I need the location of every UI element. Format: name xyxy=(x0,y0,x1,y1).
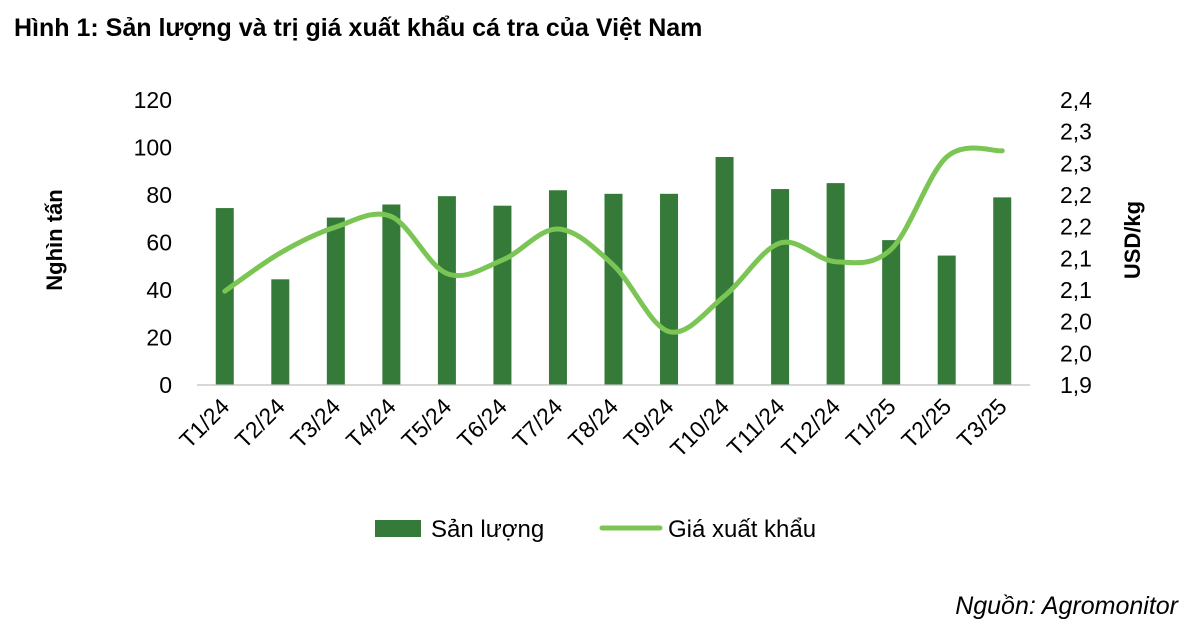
y-axis-title: Nghìn tấn xyxy=(42,189,67,290)
x-tick-label: T5/24 xyxy=(396,393,456,453)
x-tick-label: T7/24 xyxy=(508,393,568,453)
y2-tick-label: 2,3 xyxy=(1060,119,1092,145)
x-tick-label: T10/24 xyxy=(665,393,734,462)
legend-bar-swatch xyxy=(375,520,421,537)
bar xyxy=(326,217,345,385)
x-tick-label: T8/24 xyxy=(563,393,623,453)
x-tick-label: T1/24 xyxy=(174,393,234,453)
y2-tick-label: 2,0 xyxy=(1060,340,1092,366)
y2-tick-label: 2,0 xyxy=(1060,309,1092,335)
y-tick-label: 80 xyxy=(146,182,172,208)
bar xyxy=(993,197,1012,385)
y2-tick-label: 2,2 xyxy=(1060,214,1092,240)
bar-series xyxy=(215,157,1012,385)
x-tick-label: T6/24 xyxy=(452,393,512,453)
y-tick-label: 100 xyxy=(134,135,172,161)
x-tick-label: T3/25 xyxy=(952,393,1012,453)
x-axis-ticks: T1/24T2/24T3/24T4/24T5/24T6/24T7/24T8/24… xyxy=(174,393,1011,462)
line-series xyxy=(222,145,1005,335)
bar xyxy=(382,204,401,385)
price-line xyxy=(222,145,1005,335)
y-axis-ticks: 0 20 40 60 80 100 120 xyxy=(134,87,172,398)
bar xyxy=(937,255,956,385)
y2-tick-label: 2,4 xyxy=(1060,87,1092,113)
x-tick-label: T3/24 xyxy=(285,393,345,453)
bar xyxy=(493,205,512,385)
y-tick-label: 60 xyxy=(146,230,172,256)
y-tick-label: 120 xyxy=(134,87,172,113)
bar xyxy=(882,240,901,385)
chart-title: Hình 1: Sản lượng và trị giá xuất khẩu c… xyxy=(14,14,703,42)
x-tick-label: T1/25 xyxy=(841,393,901,453)
bar xyxy=(215,208,234,385)
x-tick-label: T2/25 xyxy=(896,393,956,453)
x-tick-label: T12/24 xyxy=(776,393,845,462)
bar xyxy=(271,279,290,385)
y2-tick-label: 2,1 xyxy=(1060,245,1092,271)
y2-axis-title: USD/kg xyxy=(1120,201,1145,279)
bar xyxy=(437,196,456,385)
legend-line-label: Giá xuất khẩu xyxy=(668,516,816,543)
bar xyxy=(771,189,790,385)
y2-axis-ticks: 1,9 2,0 2,0 2,1 2,1 2,2 2,2 2,3 2,3 2,4 xyxy=(1060,87,1092,398)
y2-tick-label: 1,9 xyxy=(1060,372,1092,398)
combo-chart: Nghìn tấn USD/kg 0 20 40 60 80 100 120 1,9 2,0 2… xyxy=(42,87,1145,543)
bar xyxy=(826,183,845,385)
y-tick-label: 40 xyxy=(146,277,172,303)
x-tick-label: T4/24 xyxy=(341,393,401,453)
legend-bar-label: Sản lượng xyxy=(431,516,544,543)
bar xyxy=(604,193,623,385)
y2-tick-label: 2,3 xyxy=(1060,150,1092,176)
x-tick-label: T2/24 xyxy=(230,393,290,453)
y-tick-label: 20 xyxy=(146,325,172,351)
bar xyxy=(548,190,567,385)
y-tick-label: 0 xyxy=(159,372,172,398)
y2-tick-label: 2,1 xyxy=(1060,277,1092,303)
y2-tick-label: 2,2 xyxy=(1060,182,1092,208)
bar xyxy=(715,157,734,385)
x-tick-label: T11/24 xyxy=(722,393,790,461)
bar xyxy=(660,193,679,385)
legend: Sản lượng Giá xuất khẩu xyxy=(375,516,816,543)
source-note: Nguồn: Agromonitor xyxy=(955,592,1178,620)
